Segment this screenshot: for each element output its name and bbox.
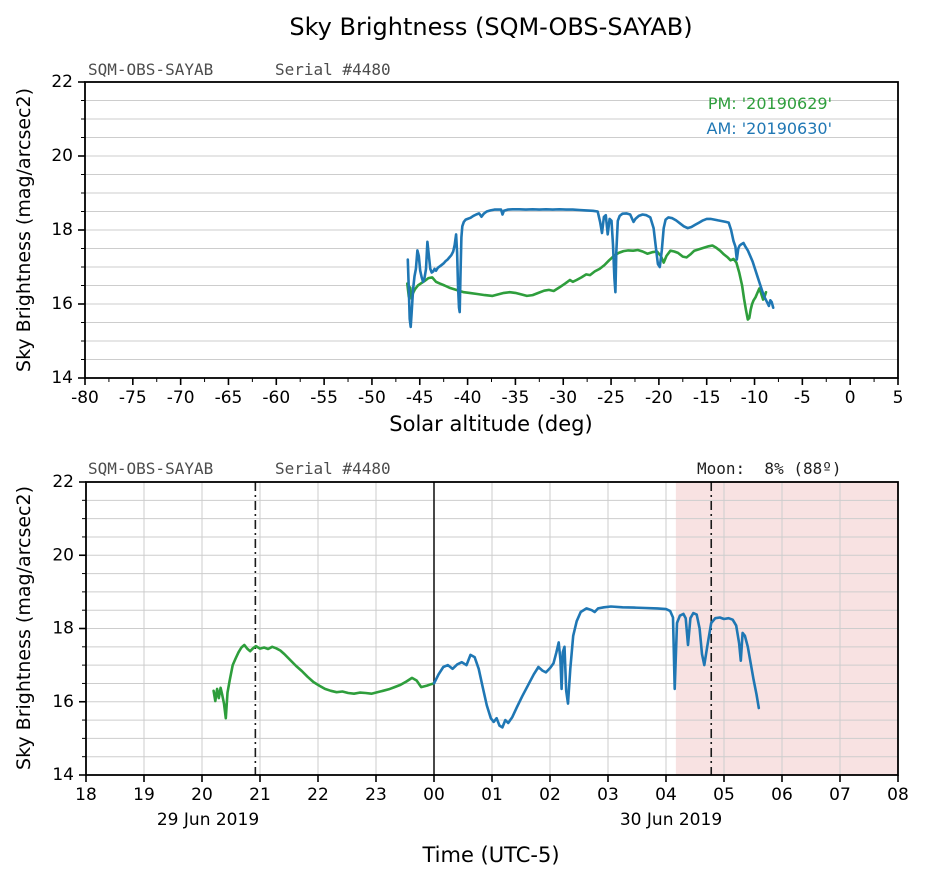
- x-tick-label: 01: [481, 785, 503, 805]
- date-label-29-jun: 29 Jun 2019: [156, 810, 260, 830]
- x-tick-label: 00: [423, 785, 445, 805]
- moon-annotation: Moon: 8% (88º): [697, 459, 842, 478]
- x-tick-label: -5: [794, 388, 811, 408]
- x-tick-label: -50: [358, 388, 386, 408]
- chart-title: Sky Brightness (SQM-OBS-SAYAB): [289, 13, 693, 41]
- x-tick-label: -65: [215, 388, 243, 408]
- x-tick-label: -25: [597, 388, 625, 408]
- legend: PM: '20190629' AM: '20190630': [707, 91, 832, 141]
- x-tick-label: -10: [741, 388, 769, 408]
- serial-label-top: Serial #4480: [275, 60, 391, 79]
- x-tick-label: 04: [655, 785, 677, 805]
- am-series-line: [432, 605, 761, 729]
- x-tick-label: -75: [119, 388, 147, 408]
- x-tick-label: 03: [597, 785, 619, 805]
- x-tick-label: 18: [75, 785, 97, 805]
- y-axis-label-top: Sky Brightness (mag/arcsec2): [13, 88, 35, 372]
- x-tick-label: -55: [310, 388, 338, 408]
- y-tick-label: 16: [51, 294, 73, 314]
- x-tick-label: 20: [191, 785, 213, 805]
- y-axis-label-bottom: Sky Brightness (mag/arcsec2): [13, 486, 35, 770]
- x-tick-label: 07: [829, 785, 851, 805]
- y-tick-label: 16: [52, 692, 74, 712]
- x-tick-label: 23: [365, 785, 387, 805]
- pm-series-line: [212, 643, 436, 720]
- x-tick-label: -15: [693, 388, 721, 408]
- y-tick-label: 22: [51, 72, 73, 92]
- x-tick-label: -30: [549, 388, 577, 408]
- x-axis-label-bottom: Time (UTC-5): [422, 843, 560, 867]
- x-tick-label: 06: [771, 785, 793, 805]
- x-tick-label: 05: [713, 785, 735, 805]
- x-tick-label: -20: [645, 388, 673, 408]
- x-axis-label-top: Solar altitude (deg): [389, 412, 593, 436]
- x-tick-label: -80: [71, 388, 99, 408]
- x-tick-label: -45: [406, 388, 434, 408]
- x-tick-label: 19: [133, 785, 155, 805]
- x-tick-label: 22: [307, 785, 329, 805]
- x-tick-label: 08: [887, 785, 909, 805]
- y-tick-label: 18: [52, 619, 74, 639]
- y-tick-label: 20: [51, 146, 73, 166]
- x-tick-label: 21: [249, 785, 271, 805]
- x-tick-label: -35: [502, 388, 530, 408]
- am-series-line: [406, 208, 775, 329]
- x-tick-label: -70: [167, 388, 195, 408]
- x-tick-label: -40: [454, 388, 482, 408]
- x-tick-label: 02: [539, 785, 561, 805]
- y-tick-label: 20: [52, 545, 74, 565]
- y-tick-label: 14: [52, 765, 74, 785]
- station-label-top: SQM-OBS-SAYAB: [88, 60, 214, 79]
- x-tick-label: 5: [893, 388, 904, 408]
- legend-item-am: AM: '20190630': [706, 119, 832, 138]
- legend-item-pm: PM: '20190629': [707, 94, 832, 113]
- date-label-30-jun: 30 Jun 2019: [619, 810, 723, 830]
- y-tick-label: 18: [51, 220, 73, 240]
- y-tick-label: 14: [51, 368, 73, 388]
- x-tick-label: -60: [262, 388, 290, 408]
- y-tick-label: 22: [52, 472, 74, 492]
- station-label-bottom: SQM-OBS-SAYAB: [88, 459, 214, 478]
- x-tick-label: 0: [845, 388, 856, 408]
- serial-label-bottom: Serial #4480: [275, 459, 391, 478]
